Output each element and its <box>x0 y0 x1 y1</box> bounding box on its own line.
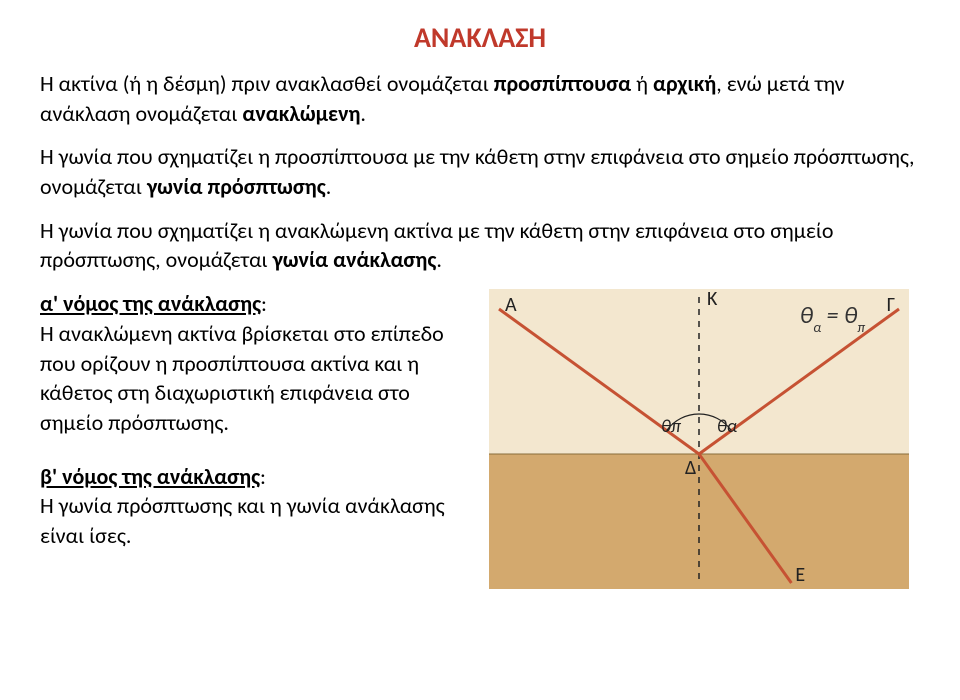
p1-f: ανακλώμενη <box>242 100 360 127</box>
laws-column: α' νόμος της ανάκλασης: Η ανακλώμενη ακτ… <box>40 289 460 575</box>
p1-g: . <box>360 100 366 127</box>
law1-head: α' νόμος της ανάκλασης <box>40 290 261 317</box>
p1-c: ή <box>631 70 653 97</box>
laws-row: α' νόμος της ανάκλασης: Η ανακλώμενη ακτ… <box>40 289 920 589</box>
law2-body: Η γωνία πρόσπτωσης και η γωνία ανάκλασης… <box>40 492 445 549</box>
label-G: Γ <box>887 293 895 317</box>
p1-d: αρχική <box>653 70 716 97</box>
p2-c: . <box>326 173 332 200</box>
page-title: ΑΝΑΚΛΑΣΗ <box>40 20 920 55</box>
law1-colon: : <box>261 290 267 317</box>
label-A: Α <box>505 293 517 317</box>
paragraph-1: Η ακτίνα (ή η δέσμη) πριν ανακλασθεί ονο… <box>40 69 920 128</box>
label-theta-pi: θπ <box>661 415 682 437</box>
law-2: β' νόμος της ανάκλασης: Η γωνία πρόσπτωσ… <box>40 462 460 551</box>
paragraph-2: Η γωνία που σχηματίζει η προσπίπτουσα με… <box>40 142 920 201</box>
p2-b: γωνία πρόσπτωσης <box>147 173 326 200</box>
law-1: α' νόμος της ανάκλασης: Η ανακλώμενη ακτ… <box>40 289 460 437</box>
law2-head: β' νόμος της ανάκλασης <box>40 463 260 490</box>
bg-bottom <box>489 454 909 589</box>
label-D: Δ <box>685 456 696 480</box>
p1-a: Η ακτίνα (ή η δέσμη) πριν ανακλασθεί ονο… <box>40 70 494 97</box>
title-text: ΑΝΑΚΛΑΣΗ <box>414 20 546 55</box>
paragraph-3: Η γωνία που σχηματίζει η ανακλώμενη ακτί… <box>40 216 920 275</box>
p3-b: γωνία ανάκλασης <box>273 246 437 273</box>
label-K: Κ <box>707 289 718 311</box>
law2-colon: : <box>260 463 266 490</box>
p3-c: . <box>436 246 442 273</box>
diagram-wrap: θπθαΑΚΓΔΕθα = θπ <box>478 289 920 589</box>
label-theta-a: θα <box>717 415 737 437</box>
reflection-diagram: θπθαΑΚΓΔΕθα = θπ <box>489 289 909 589</box>
law1-body: Η ανακλώμενη ακτίνα βρίσκεται στο επίπεδ… <box>40 320 444 436</box>
p1-b: προσπίπτουσα <box>494 70 631 97</box>
label-E: Ε <box>795 563 805 587</box>
